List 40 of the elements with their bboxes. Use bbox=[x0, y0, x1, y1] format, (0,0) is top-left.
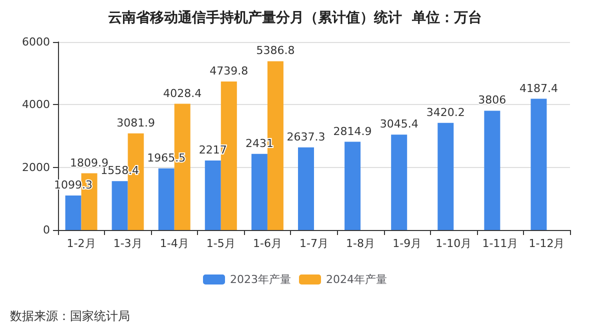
legend-label: 2024年产量 bbox=[326, 273, 387, 286]
y-tick-label: 2000 bbox=[22, 160, 50, 174]
bar bbox=[158, 168, 174, 230]
x-tick-label: 1-2月 bbox=[66, 237, 96, 250]
x-tick-label: 1-4月 bbox=[160, 237, 189, 250]
x-tick-label: 1-12月 bbox=[528, 237, 565, 250]
chart-title: 云南省移动通信手持机产量分月（累计值）统计 单位：万台 bbox=[108, 9, 482, 26]
y-tick-label: 0 bbox=[43, 224, 50, 236]
data-label: 4739.8 bbox=[210, 64, 248, 78]
source-note: 数据来源：国家统计局 bbox=[10, 309, 130, 323]
y-tick-label: 4000 bbox=[22, 98, 50, 112]
y-tick-label: 6000 bbox=[22, 36, 50, 48]
data-label: 3081.9 bbox=[116, 116, 156, 130]
bar bbox=[204, 160, 221, 230]
bar bbox=[251, 154, 268, 230]
data-label: 3420.2 bbox=[426, 106, 465, 119]
x-tick-label: 1-11月 bbox=[482, 237, 518, 250]
data-label: 5386.8 bbox=[256, 44, 295, 58]
x-tick-label: 1-7月 bbox=[300, 237, 328, 250]
x-tick-label: 1-3月 bbox=[113, 237, 142, 250]
data-label: 2814.9 bbox=[333, 124, 372, 138]
data-label: 3806 bbox=[478, 94, 506, 107]
x-tick-label: 1-10月 bbox=[436, 237, 472, 250]
bar bbox=[65, 196, 82, 230]
x-tick-label: 1-9月 bbox=[392, 237, 422, 250]
x-tick-label: 1-6月 bbox=[252, 237, 282, 250]
bar bbox=[344, 142, 361, 230]
bar bbox=[112, 181, 128, 230]
bar bbox=[438, 122, 454, 230]
data-label: 3045.4 bbox=[380, 118, 418, 131]
data-label: 4028.4 bbox=[163, 86, 202, 100]
bar bbox=[530, 98, 547, 230]
data-label: 4187.4 bbox=[519, 82, 558, 95]
bar bbox=[298, 147, 314, 230]
x-tick-label: 1-8月 bbox=[346, 237, 376, 250]
legend-label: 2023年产量 bbox=[230, 273, 292, 286]
x-tick-label: 1-5月 bbox=[206, 237, 236, 250]
bar bbox=[391, 134, 408, 230]
data-label: 2637.3 bbox=[286, 130, 326, 144]
bar bbox=[484, 110, 500, 230]
